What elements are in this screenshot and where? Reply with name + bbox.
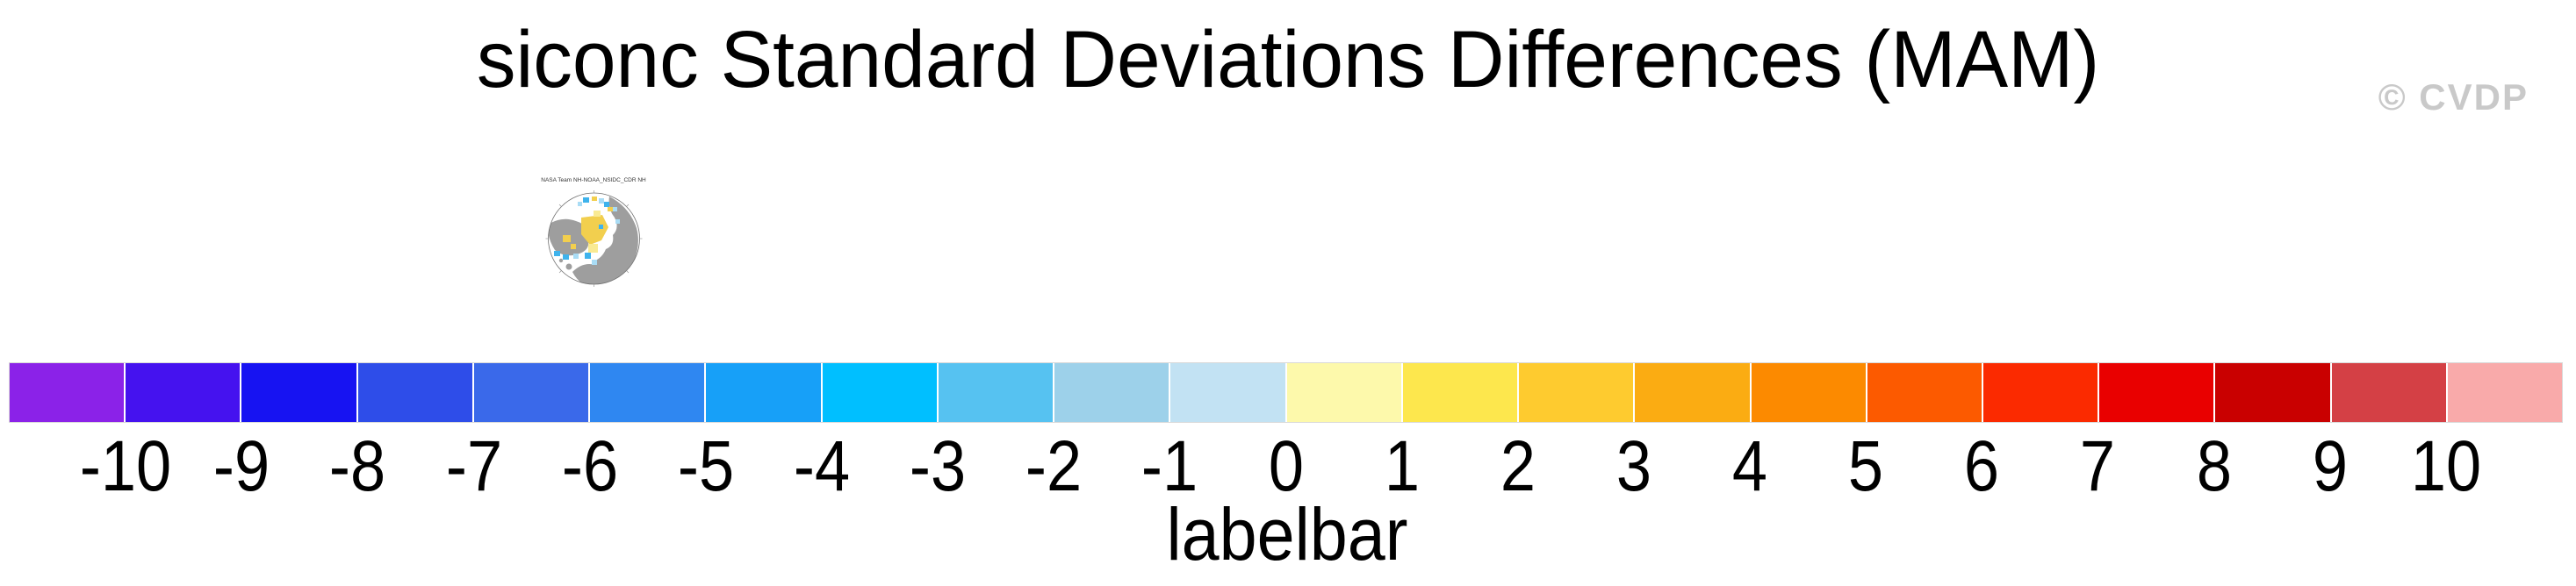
mini-map-patch-negative (572, 254, 579, 259)
labelbar-cell (2331, 363, 2448, 422)
labelbar-tick-label: 7 (2080, 426, 2116, 506)
labelbar-tick-label: 4 (1731, 426, 1768, 506)
labelbar-cell (126, 363, 242, 422)
labelbar-cell (241, 363, 358, 422)
mini-map-globe (545, 190, 642, 287)
labelbar-cell (1635, 363, 1752, 422)
mini-map-patch-negative (612, 207, 617, 211)
mini-map-patch-positive (593, 211, 601, 217)
labelbar-cell (2447, 363, 2563, 422)
mini-map-panel: NASA Team NH-NOAA_NSIDC_CDR NH (536, 176, 651, 296)
labelbar-cell (822, 363, 939, 422)
labelbar-cell (357, 363, 474, 422)
mini-map-patch-negative (615, 219, 620, 224)
labelbar-tick-label: 0 (1268, 426, 1304, 506)
labelbar-cell (1867, 363, 1983, 422)
mini-map-tick-marks (545, 190, 642, 287)
labelbar-tick-label: -7 (445, 426, 502, 506)
labelbar-tick-label: -10 (79, 426, 172, 506)
mini-map-patch-negative (553, 251, 560, 256)
labelbar-tick-label: -3 (909, 426, 967, 506)
labelbar-cell (2099, 363, 2216, 422)
mini-map-patch-positive (591, 197, 597, 201)
mini-map-patch-negative (598, 198, 604, 204)
labelbar-tick-label: 3 (1615, 426, 1651, 506)
labelbar-tick-label: -1 (1141, 426, 1198, 506)
mini-map-patch-negative (598, 225, 603, 229)
mini-map-land-right (591, 197, 638, 284)
labelbar-caption: labelbar (1166, 493, 1408, 575)
labelbar-cell (938, 363, 1055, 422)
mini-map-patch-positive (580, 215, 608, 245)
mini-map-patch-negative (584, 253, 591, 259)
mini-map-patch-positive (570, 244, 576, 249)
labelbar-cell (1170, 363, 1287, 422)
labelbar-tick-label: -6 (561, 426, 618, 506)
mini-map-patch-positive (562, 235, 571, 242)
labelbar-tick-label: 8 (2196, 426, 2232, 506)
mini-map-island (565, 263, 572, 270)
labelbar-cell (1982, 363, 2100, 422)
labelbar-cell (1054, 363, 1171, 422)
labelbar-tick-label: -9 (213, 426, 270, 506)
mini-map-patch-negative (582, 197, 589, 203)
mini-map-patch-negative (562, 254, 569, 260)
labelbar-cell (10, 363, 126, 422)
labelbar-cell (1402, 363, 1520, 422)
labelbar-cell (590, 363, 707, 422)
mini-map-island (558, 258, 563, 263)
mini-map-patch-positive (587, 244, 598, 253)
figure-title: siconc Standard Deviations Differences (… (476, 15, 2100, 104)
mini-map-patch-negative (591, 260, 597, 265)
labelbar-tick-label: -4 (793, 426, 851, 506)
mini-map-patch-negative (603, 202, 609, 207)
labelbar-tick-label: 2 (1500, 426, 1536, 506)
mini-map-patch-positive (607, 207, 613, 211)
labelbar-tick-label: -5 (677, 426, 734, 506)
labelbar-cell (2215, 363, 2332, 422)
labelbar-cell (706, 363, 823, 422)
labelbar-bar (9, 362, 2563, 423)
mini-map-title: NASA Team NH-NOAA_NSIDC_CDR NH (541, 177, 646, 183)
labelbar-tick-label: -8 (329, 426, 386, 506)
labelbar-cell (1751, 363, 1867, 422)
cvdp-watermark: © CVDP (2378, 76, 2529, 118)
labelbar-cell (1519, 363, 1636, 422)
labelbar-tick-label: 10 (2410, 426, 2481, 506)
labelbar-tick-label: -2 (1025, 426, 1083, 506)
labelbar-cell (473, 363, 591, 422)
labelbar-tick-label: 6 (1964, 426, 2000, 506)
labelbar-tick-label: 5 (1848, 426, 1884, 506)
mini-map-land-bottom (572, 263, 622, 284)
mini-map-patch-negative (577, 202, 582, 206)
labelbar-cell (1286, 363, 1403, 422)
labelbar-tick-label: 9 (2312, 426, 2348, 506)
labelbar-tick-label: 1 (1384, 426, 1420, 506)
